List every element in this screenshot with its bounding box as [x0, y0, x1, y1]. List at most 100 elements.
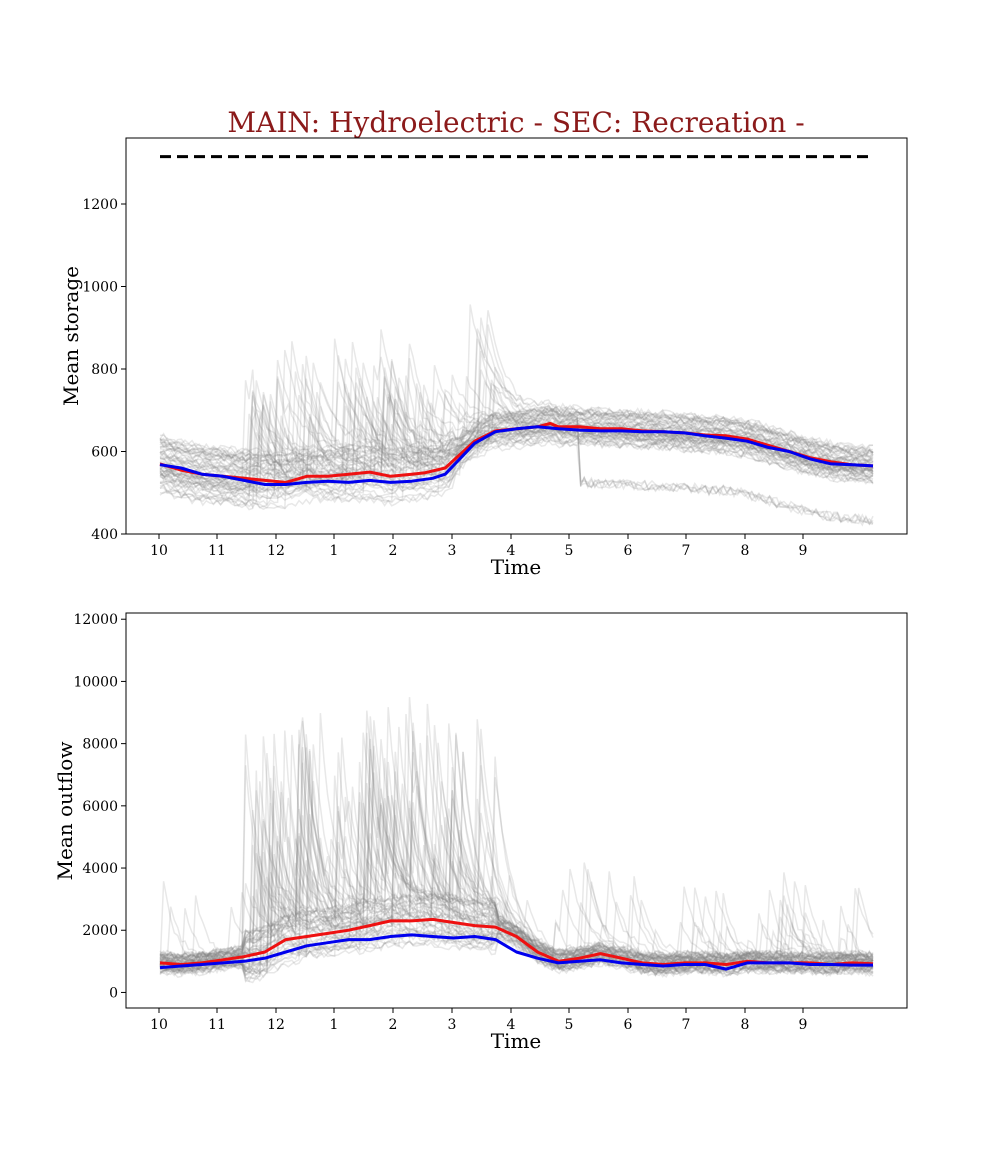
y-tick-label: 4000: [82, 861, 118, 877]
x-tick-label: 5: [565, 543, 574, 559]
blue-series-line: [159, 425, 874, 486]
x-tick-label: 10: [150, 543, 168, 559]
x-tick-label: 10: [150, 1017, 168, 1033]
ensemble-trace: [159, 716, 874, 961]
outflow-chart: 10 11 12 1 2 3 4 5 6 7 8 9 020004000600080001000012…: [53, 612, 908, 1053]
x-axis-label: Time: [491, 555, 542, 579]
chart-title: MAIN: Hydroelectric - SEC: Recreation -: [227, 106, 804, 139]
ensemble-trace: [159, 729, 874, 963]
ensemble-trace: [159, 787, 874, 977]
ensemble-trace: [159, 761, 874, 976]
ensemble-trace: [159, 341, 874, 468]
ensemble-trace: [159, 732, 874, 961]
y-tick-label: 12000: [73, 612, 118, 628]
ensemble-trace: [159, 410, 874, 471]
ensemble-trace: [159, 338, 874, 467]
ensemble-trace: [159, 374, 874, 480]
ensemble-traces: [159, 304, 874, 527]
ensemble-trace: [159, 728, 874, 961]
x-axis-label: Time: [491, 1029, 542, 1053]
y-axis: 400 600 800 1000 1200: [82, 197, 126, 543]
ensemble-trace: [159, 376, 874, 492]
ensemble-trace: [159, 341, 874, 462]
ensemble-trace: [159, 367, 874, 495]
ensemble-trace: [159, 710, 874, 963]
ensemble-trace: [159, 428, 874, 495]
ensemble-trace: [159, 802, 874, 975]
ensemble-trace: [159, 317, 874, 526]
ensemble-trace: [159, 358, 874, 492]
ensemble-trace: [159, 780, 874, 983]
x-tick-label: 4: [507, 543, 516, 559]
ensemble-trace: [159, 408, 874, 502]
ensemble-trace: [159, 377, 874, 482]
ensemble-trace: [159, 379, 874, 466]
ensemble-trace: [159, 405, 874, 459]
y-tick-label: 8000: [82, 737, 118, 753]
y-tick-label: 1000: [82, 280, 118, 296]
ensemble-trace: [159, 328, 874, 457]
ensemble-trace: [159, 904, 874, 966]
ensemble-trace: [159, 362, 874, 465]
ensemble-trace: [159, 412, 874, 475]
ensemble-trace: [159, 697, 874, 962]
ensemble-trace: [159, 408, 874, 527]
ensemble-trace: [159, 713, 874, 962]
ensemble-trace: [159, 851, 874, 984]
y-tick-label: 6000: [82, 799, 118, 815]
y-tick-label: 2000: [82, 923, 118, 939]
x-tick-label: 1: [330, 543, 339, 559]
ensemble-trace: [159, 379, 874, 479]
x-tick-label: 2: [389, 543, 398, 559]
ensemble-traces: [159, 697, 874, 984]
x-tick-label: 9: [799, 1017, 808, 1033]
ensemble-trace: [159, 758, 874, 974]
ensemble-trace: [159, 404, 874, 524]
x-tick-label: 12: [267, 1017, 285, 1033]
ensemble-trace: [159, 735, 874, 975]
plot-area: [125, 612, 908, 1009]
ensemble-trace: [159, 809, 874, 975]
ensemble-trace: [160, 723, 874, 966]
ensemble-trace: [159, 405, 874, 507]
ensemble-trace: [159, 703, 874, 963]
x-tick-label: 5: [565, 1017, 574, 1033]
y-tick-label: 10000: [73, 674, 118, 690]
ensemble-trace: [159, 737, 874, 967]
ensemble-trace: [159, 378, 874, 500]
x-tick-label: 4: [507, 1017, 516, 1033]
ensemble-trace: [159, 386, 874, 477]
x-tick-label: 6: [624, 543, 633, 559]
ensemble-trace: [159, 742, 874, 974]
ensemble-trace: [159, 413, 874, 494]
ensemble-trace: [159, 350, 874, 508]
x-tick-label: 7: [682, 543, 691, 559]
ensemble-trace: [159, 734, 874, 964]
x-tick-label: 11: [208, 543, 226, 559]
ensemble-trace: [159, 807, 874, 976]
x-tick-label: 9: [799, 543, 808, 559]
ensemble-trace: [159, 732, 874, 966]
ensemble-trace: [159, 392, 874, 506]
ensemble-trace: [159, 364, 874, 525]
x-tick-label: 6: [624, 1017, 633, 1033]
main-series: [159, 421, 874, 486]
ensemble-trace: [159, 722, 874, 964]
ensemble-trace: [159, 378, 874, 490]
ensemble-trace: [159, 375, 874, 494]
plot-area: [125, 137, 908, 535]
ensemble-trace: [159, 744, 874, 961]
x-tick-label: 1: [330, 1017, 339, 1033]
ensemble-trace: [159, 424, 874, 511]
ensemble-trace: [159, 390, 874, 457]
ensemble-trace: [159, 765, 874, 976]
ensemble-trace: [159, 324, 874, 493]
ensemble-trace: [159, 411, 874, 498]
x-tick-label: 7: [682, 1017, 691, 1033]
ensemble-trace: [159, 719, 874, 964]
ensemble-trace: [159, 310, 874, 474]
ensemble-trace: [159, 304, 874, 457]
ensemble-trace: [159, 405, 874, 463]
ensemble-trace: [159, 844, 874, 966]
